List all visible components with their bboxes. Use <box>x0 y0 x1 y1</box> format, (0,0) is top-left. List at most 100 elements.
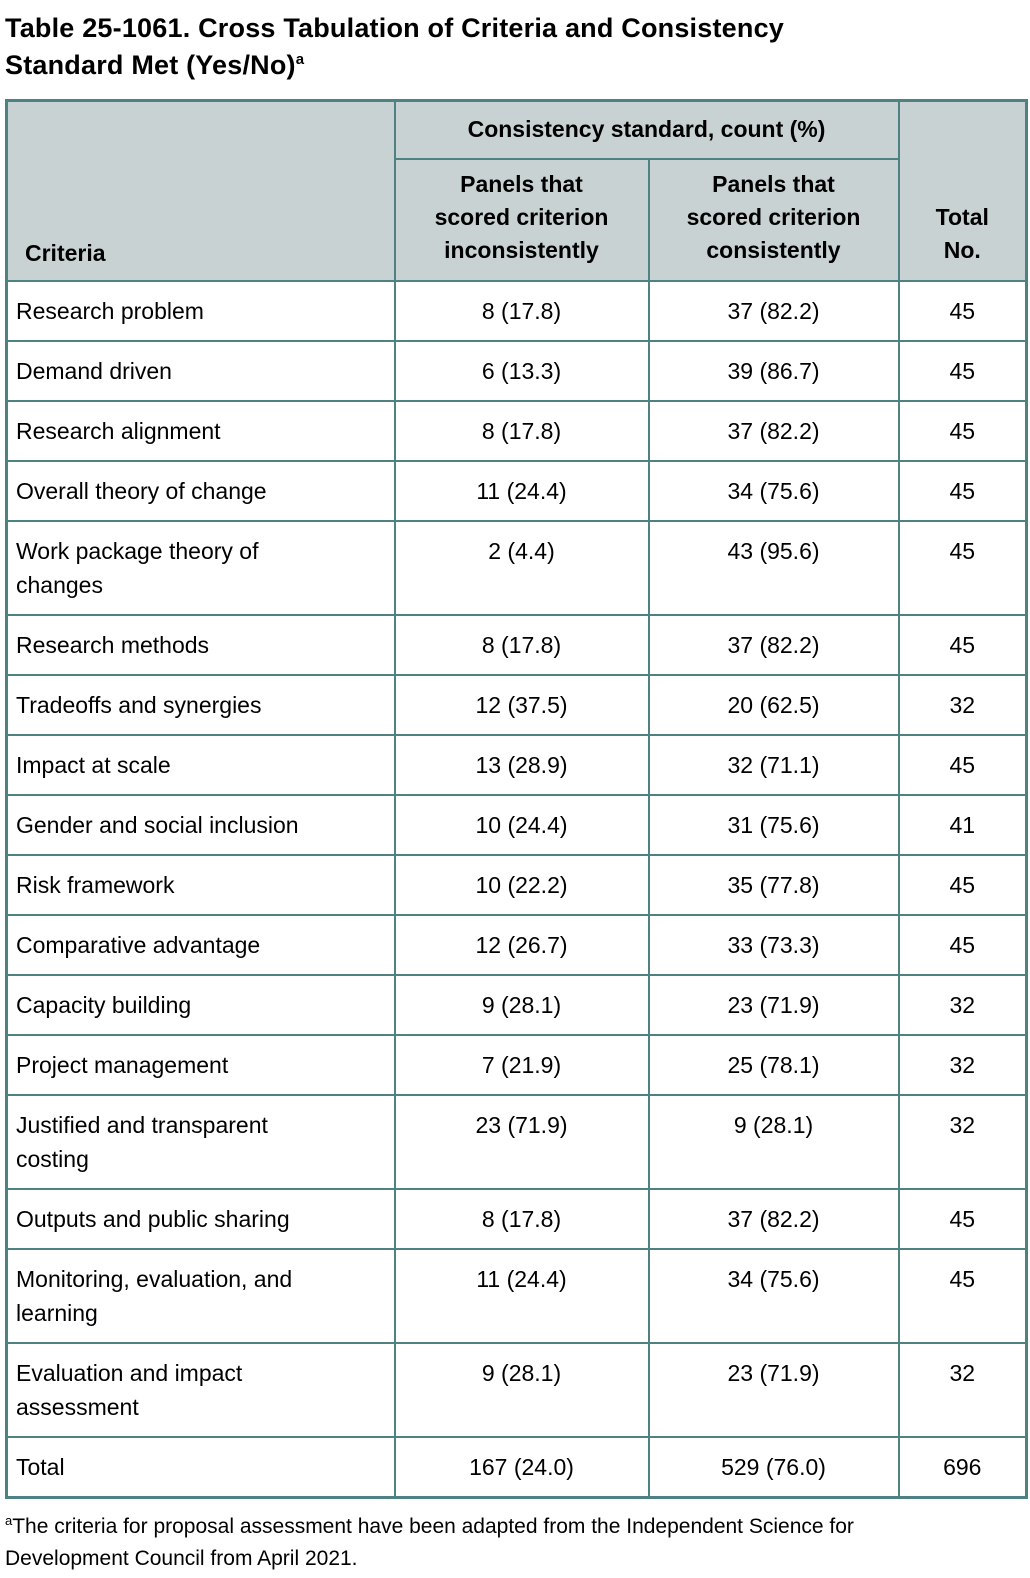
cell-inconsistent: 10 (24.4) <box>393 793 650 856</box>
cell-inconsistent: 11 (24.4) <box>393 1247 650 1344</box>
header-row-group: Criteria Consistency standard, count (%)… <box>5 99 1028 282</box>
cell-consistent: 39 (86.7) <box>647 339 900 402</box>
cell-inconsistent: 13 (28.9) <box>393 733 650 796</box>
cell-inconsistent: 2 (4.4) <box>393 519 650 616</box>
table-row: Work package theory of changes 2 (4.4) 43 … <box>5 519 1028 616</box>
cell-total: 45 <box>897 399 1028 462</box>
cell-inconsistent: 12 (37.5) <box>393 673 650 736</box>
column-group-header-consistency-standard: Consistency standard, count (%) <box>393 99 900 160</box>
cell-criteria: Overall theory of change <box>5 459 396 522</box>
cell-consistent: 34 (75.6) <box>647 1247 900 1344</box>
table-body: Research problem 8 (17.8) 37 (82.2) 45 Deman… <box>5 279 1028 1498</box>
footnote-text: The criteria for proposal assessment hav… <box>5 1514 854 1570</box>
cell-total: 45 <box>897 1247 1028 1344</box>
table-row: Tradeoffs and synergies 12 (37.5) 20 (62.5… <box>5 673 1028 736</box>
table-row: Risk framework 10 (22.2) 35 (77.8) 45 <box>5 853 1028 916</box>
cell-total: 41 <box>897 793 1028 856</box>
cell-total: 45 <box>897 339 1028 402</box>
cell-consistent: 529 (76.0) <box>647 1435 900 1498</box>
column-header-criteria: Criteria <box>5 99 396 282</box>
cell-criteria: Total <box>5 1435 396 1498</box>
cell-criteria: Monitoring, evaluation, and learning <box>5 1247 396 1344</box>
cell-consistent: 9 (28.1) <box>647 1093 900 1190</box>
cell-total: 32 <box>897 1093 1028 1190</box>
cell-criteria: Research alignment <box>5 399 396 462</box>
cell-inconsistent: 23 (71.9) <box>393 1093 650 1190</box>
table-row: Monitoring, evaluation, and learning 11 (… <box>5 1247 1028 1344</box>
cell-total: 45 <box>897 519 1028 616</box>
cell-criteria: Evaluation and impact assessment <box>5 1341 396 1438</box>
cell-consistent: 35 (77.8) <box>647 853 900 916</box>
cell-consistent: 23 (71.9) <box>647 973 900 1036</box>
footnote: aThe criteria for proposal assessment ha… <box>5 1511 1025 1575</box>
cell-criteria: Risk framework <box>5 853 396 916</box>
cell-total: 45 <box>897 279 1028 342</box>
cell-consistent: 37 (82.2) <box>647 613 900 676</box>
cell-total: 45 <box>897 1187 1028 1250</box>
table-row: Capacity building 9 (28.1) 23 (71.9) 32 <box>5 973 1028 1036</box>
cell-total: 45 <box>897 733 1028 796</box>
table-row: Justified and transparent costing 23 (71.… <box>5 1093 1028 1190</box>
cell-criteria: Demand driven <box>5 339 396 402</box>
cell-total: 45 <box>897 613 1028 676</box>
cell-inconsistent: 9 (28.1) <box>393 973 650 1036</box>
cell-consistent: 37 (82.2) <box>647 1187 900 1250</box>
cell-consistent: 34 (75.6) <box>647 459 900 522</box>
cell-criteria: Research methods <box>5 613 396 676</box>
cell-total: 696 <box>897 1435 1028 1498</box>
table-row: Outputs and public sharing 8 (17.8) 37 (82… <box>5 1187 1028 1250</box>
column-header-scored-inconsistently: Panels that scored criterion inconsisten… <box>393 157 650 282</box>
table-row: Impact at scale 13 (28.9) 32 (71.1) 45 <box>5 733 1028 796</box>
table-row: Research problem 8 (17.8) 37 (82.2) 45 <box>5 279 1028 342</box>
cell-total: 45 <box>897 913 1028 976</box>
table-row: Project management 7 (21.9) 25 (78.1) 32 <box>5 1033 1028 1096</box>
cell-criteria: Gender and social inclusion <box>5 793 396 856</box>
table-row: Gender and social inclusion 10 (24.4) 31 (… <box>5 793 1028 856</box>
cell-consistent: 32 (71.1) <box>647 733 900 796</box>
cell-total: 45 <box>897 459 1028 522</box>
cell-criteria: Impact at scale <box>5 733 396 796</box>
cell-inconsistent: 8 (17.8) <box>393 399 650 462</box>
table-row: Overall theory of change 11 (24.4) 34 (75.… <box>5 459 1028 522</box>
table-row: Research methods 8 (17.8) 37 (82.2) 45 <box>5 613 1028 676</box>
cell-inconsistent: 6 (13.3) <box>393 339 650 402</box>
cell-consistent: 43 (95.6) <box>647 519 900 616</box>
cell-inconsistent: 12 (26.7) <box>393 913 650 976</box>
cell-consistent: 33 (73.3) <box>647 913 900 976</box>
cell-criteria: Justified and transparent costing <box>5 1093 396 1190</box>
cell-criteria: Tradeoffs and synergies <box>5 673 396 736</box>
cell-criteria: Capacity building <box>5 973 396 1036</box>
column-header-total-no: Total No. <box>897 99 1028 282</box>
cell-consistent: 20 (62.5) <box>647 673 900 736</box>
cell-consistent: 37 (82.2) <box>647 279 900 342</box>
cell-total: 32 <box>897 1033 1028 1096</box>
table-row: Research alignment 8 (17.8) 37 (82.2) 45 <box>5 399 1028 462</box>
table-row: Demand driven 6 (13.3) 39 (86.7) 45 <box>5 339 1028 402</box>
cell-inconsistent: 9 (28.1) <box>393 1341 650 1438</box>
table-title-footnote-marker: a <box>295 51 305 68</box>
cell-total: 32 <box>897 673 1028 736</box>
footnote-marker: a <box>5 1512 13 1528</box>
cross-tabulation-table: Criteria Consistency standard, count (%)… <box>5 99 1029 1499</box>
cell-consistent: 23 (71.9) <box>647 1341 900 1438</box>
cell-inconsistent: 8 (17.8) <box>393 279 650 342</box>
cell-criteria: Outputs and public sharing <box>5 1187 396 1250</box>
cell-criteria: Work package theory of changes <box>5 519 396 616</box>
table-header: Criteria Consistency standard, count (%)… <box>5 99 1028 282</box>
cell-inconsistent: 10 (22.2) <box>393 853 650 916</box>
table-row: Comparative advantage 12 (26.7) 33 (73.3) 4… <box>5 913 1028 976</box>
cell-consistent: 37 (82.2) <box>647 399 900 462</box>
cell-inconsistent: 7 (21.9) <box>393 1033 650 1096</box>
cell-total: 45 <box>897 853 1028 916</box>
cell-inconsistent: 8 (17.8) <box>393 613 650 676</box>
cell-criteria: Research problem <box>5 279 396 342</box>
table-title: Table 25-1061. Cross Tabulation of Crite… <box>5 10 1025 84</box>
cell-total: 32 <box>897 973 1028 1036</box>
cell-total: 32 <box>897 1341 1028 1438</box>
cell-consistent: 25 (78.1) <box>647 1033 900 1096</box>
column-header-scored-consistently: Panels that scored criterion consistentl… <box>647 157 900 282</box>
table-title-text: Table 25-1061. Cross Tabulation of Crite… <box>5 13 785 80</box>
cell-criteria: Comparative advantage <box>5 913 396 976</box>
table-row: Total 167 (24.0) 529 (76.0) 696 <box>5 1435 1028 1498</box>
